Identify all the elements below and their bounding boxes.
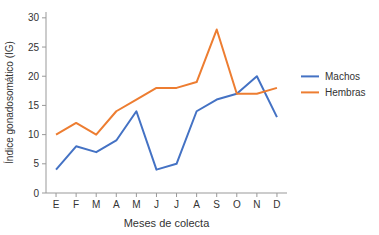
x-tick-label: F [73, 199, 79, 210]
y-tick-label: 20 [28, 71, 40, 82]
x-tick [116, 193, 117, 197]
series-line [56, 76, 277, 169]
x-tick [196, 193, 197, 197]
legend: Machos Hembras [301, 71, 366, 98]
x-tick-label: S [213, 199, 220, 210]
x-tick-label: M [92, 199, 100, 210]
plot-area [56, 30, 277, 170]
chart-svg: 0 5 10 15 20 25 30 E F M A M J J A S O N D Meses de colecta… [0, 0, 379, 235]
x-tick-label: A [113, 199, 120, 210]
y-tick-label: 15 [28, 100, 40, 111]
y-axis-line [46, 12, 47, 193]
x-tick-label: N [253, 199, 260, 210]
y-tick [42, 76, 46, 77]
x-axis-label: Meses de colecta [124, 217, 210, 229]
x-tick [236, 193, 237, 197]
legend-swatch [301, 91, 319, 93]
y-tick-label: 0 [33, 188, 39, 199]
x-tick-label: A [193, 199, 200, 210]
x-tick [256, 193, 257, 197]
y-tick [42, 193, 46, 194]
x-tick-label: D [273, 199, 280, 210]
y-tick [42, 17, 46, 18]
x-tick [136, 193, 137, 197]
x-tick-label: O [233, 199, 241, 210]
x-tick [156, 193, 157, 197]
series-line [56, 30, 277, 135]
x-tick-label: J [174, 199, 179, 210]
chart-container: 0 5 10 15 20 25 30 E F M A M J J A S O N D Meses de colecta… [0, 0, 379, 235]
x-tick [76, 193, 77, 197]
legend-label: Machos [325, 71, 360, 82]
x-axis-line [46, 193, 287, 194]
legend-label: Hembras [325, 87, 366, 98]
y-tick [42, 47, 46, 48]
x-tick-label: J [154, 199, 159, 210]
x-tick [176, 193, 177, 197]
x-tick-label: M [132, 199, 140, 210]
x-tick [216, 193, 217, 197]
y-tick-label: 10 [28, 129, 40, 140]
x-tick [56, 193, 57, 197]
x-tick [96, 193, 97, 197]
x-tick [276, 193, 277, 197]
y-tick [42, 134, 46, 135]
y-tick-label: 25 [28, 42, 40, 53]
x-tick-label: E [53, 199, 60, 210]
legend-swatch [301, 75, 319, 77]
y-tick [42, 105, 46, 106]
y-tick [42, 163, 46, 164]
y-axis-label: Índice gonadosomático (IG) [3, 41, 15, 164]
y-tick-label: 5 [33, 158, 39, 169]
y-tick-label: 30 [28, 12, 40, 23]
